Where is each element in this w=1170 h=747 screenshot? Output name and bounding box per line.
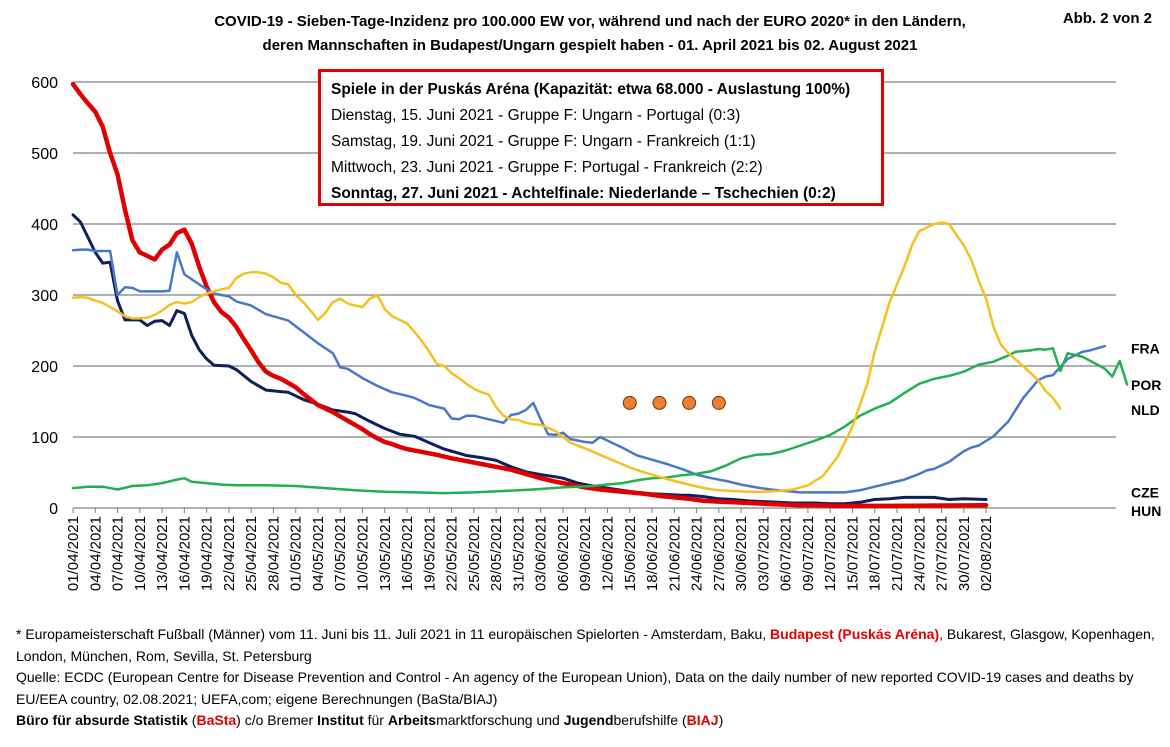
chart-title: COVID-19 - Sieben-Tage-Inzidenz pro 100.… <box>150 10 1030 58</box>
x-tick-label: 01/04/2021 <box>65 516 82 591</box>
x-tick-label: 10/05/2021 <box>355 516 372 591</box>
x-tick-label: 16/05/2021 <box>399 516 416 591</box>
credit-part-11: BIAJ <box>686 712 719 728</box>
game-marker-2 <box>652 395 667 410</box>
footer-notes: * Europameisterschaft Fußball (Männer) v… <box>16 624 1156 732</box>
series-label-cze: CZE <box>1131 484 1159 500</box>
line-chart: 0 100 200 300 400 500 600 01/04/2021 04/04/2021… <box>31 75 1161 591</box>
infobox-game-1: Dienstag, 15. Juni 2021 - Gruppe F: Unga… <box>331 107 741 124</box>
x-tick-label: 28/05/2021 <box>488 516 505 591</box>
x-tick-label: 15/07/2021 <box>844 516 861 591</box>
x-tick-label: 24/06/2021 <box>689 516 706 591</box>
x-tick-label: 10/04/2021 <box>132 516 149 591</box>
footnote-prefix: * Europameisterschaft Fußball (Männer) v… <box>16 626 771 642</box>
y-tick-label: 400 <box>31 217 58 234</box>
x-tick-label: 30/06/2021 <box>733 516 750 591</box>
series-line-fra <box>71 248 1107 494</box>
grid-lines <box>73 81 1116 509</box>
x-tick-label: 07/04/2021 <box>110 516 127 591</box>
y-tick-label: 200 <box>31 359 58 376</box>
x-tick-label: 18/06/2021 <box>644 516 661 591</box>
y-tick-label: 0 <box>49 501 58 518</box>
x-tick-label: 13/04/2021 <box>154 516 171 591</box>
x-tick-label: 12/06/2021 <box>599 516 616 591</box>
series-label-nld: NLD <box>1131 402 1160 418</box>
x-tick-label: 27/07/2021 <box>934 516 951 591</box>
series-line-nld <box>71 221 1062 493</box>
x-tick-label: 16/04/2021 <box>176 516 193 591</box>
x-tick-label: 28/04/2021 <box>265 516 282 591</box>
x-tick-label: 22/04/2021 <box>221 516 238 591</box>
y-axis-ticks: 0 100 200 300 400 500 600 <box>31 75 58 518</box>
x-tick-label: 15/06/2021 <box>622 516 639 591</box>
y-tick-label: 300 <box>31 288 58 305</box>
games-infobox: Spiele in der Puskás Aréna (Kapazität: e… <box>318 69 884 206</box>
x-tick-label: 25/05/2021 <box>466 516 483 591</box>
x-tick-label: 02/08/2021 <box>978 516 995 591</box>
credit-part-10: berufshilfe ( <box>613 712 687 728</box>
credit-part-4: ) c/o Bremer <box>236 712 318 728</box>
x-tick-label: 24/07/2021 <box>911 516 928 591</box>
x-tick-label: 01/05/2021 <box>288 516 305 591</box>
x-tick-label: 04/05/2021 <box>310 516 327 591</box>
x-tick-label: 25/04/2021 <box>243 516 260 591</box>
game-marker-3 <box>682 395 697 410</box>
title-line-2: deren Mannschaften in Budapest/Ungarn ge… <box>262 37 918 54</box>
footnote-euro: * Europameisterschaft Fußball (Männer) v… <box>16 624 1156 667</box>
series-labels: FRA POR NLD CZE HUN <box>1131 340 1161 519</box>
x-tick-label: 09/06/2021 <box>577 516 594 591</box>
source-note: Quelle: ECDC (European Centre for Diseas… <box>16 669 1134 707</box>
series-line-por <box>71 347 1129 495</box>
game-markers <box>622 395 726 410</box>
series-line-cze <box>71 213 988 506</box>
figure-number: Abb. 2 von 2 <box>1062 10 1152 27</box>
series-line-hun <box>70 81 989 509</box>
series-label-fra: FRA <box>1131 340 1160 356</box>
x-tick-label: 19/05/2021 <box>421 516 438 591</box>
x-axis-ticks: 01/04/2021 04/04/2021 07/04/2021 10/04/2021… <box>65 508 995 591</box>
x-tick-label: 30/07/2021 <box>956 516 973 591</box>
x-tick-label: 03/06/2021 <box>533 516 550 591</box>
credit-line: Büro für absurde Statistik (BaSta) c/o B… <box>16 710 1156 732</box>
credit-part-5: Institut <box>317 712 364 728</box>
x-tick-label: 07/05/2021 <box>332 516 349 591</box>
credit-part-7: Arbeits <box>387 712 437 728</box>
y-tick-label: 600 <box>31 75 58 92</box>
footnote-suffix: , Bukarest, Glasgow, Kopenhagen, London,… <box>16 626 1155 664</box>
credit-part-6: für <box>363 712 388 728</box>
footnote-highlight: Budapest (Puskás Aréna) <box>770 626 940 642</box>
x-tick-label: 27/06/2021 <box>711 516 728 591</box>
x-tick-label: 31/05/2021 <box>510 516 527 591</box>
x-tick-label: 21/06/2021 <box>666 516 683 591</box>
series-lines <box>70 81 1129 509</box>
x-tick-label: 22/05/2021 <box>444 516 461 591</box>
credit-part-12: ) <box>718 712 724 728</box>
credit-part-2: ( <box>187 712 197 728</box>
credit-part-9: Jugend <box>563 712 614 728</box>
game-marker-4 <box>711 395 726 410</box>
y-tick-label: 500 <box>31 146 58 163</box>
x-tick-label: 03/07/2021 <box>755 516 772 591</box>
series-label-por: POR <box>1131 377 1161 393</box>
credit-part-3: BaSta <box>196 712 237 728</box>
x-tick-label: 04/04/2021 <box>87 516 104 591</box>
x-tick-label: 06/06/2021 <box>555 516 572 591</box>
infobox-game-3: Mittwoch, 23. Juni 2021 - Gruppe F: Port… <box>331 159 763 176</box>
x-tick-label: 19/04/2021 <box>199 516 216 591</box>
x-tick-label: 18/07/2021 <box>867 516 884 591</box>
y-tick-label: 100 <box>31 430 58 447</box>
x-tick-label: 12/07/2021 <box>822 516 839 591</box>
series-label-hun: HUN <box>1131 503 1161 519</box>
credit-part-8: marktforschung und <box>436 712 564 728</box>
game-marker-1 <box>622 395 637 410</box>
credit-part-1: Büro für absurde Statistik <box>16 712 188 728</box>
infobox-game-4: Sonntag, 27. Juni 2021 - Achtelfinale: N… <box>331 185 836 202</box>
infobox-game-2: Samstag, 19. Juni 2021 - Gruppe F: Ungar… <box>331 133 756 150</box>
x-tick-label: 09/07/2021 <box>800 516 817 591</box>
x-tick-label: 21/07/2021 <box>889 516 906 591</box>
x-tick-label: 06/07/2021 <box>778 516 795 591</box>
infobox-heading: Spiele in der Puskás Aréna (Kapazität: e… <box>331 81 851 98</box>
title-line-1: COVID-19 - Sieben-Tage-Inzidenz pro 100.… <box>214 13 966 30</box>
x-tick-label: 13/05/2021 <box>377 516 394 591</box>
